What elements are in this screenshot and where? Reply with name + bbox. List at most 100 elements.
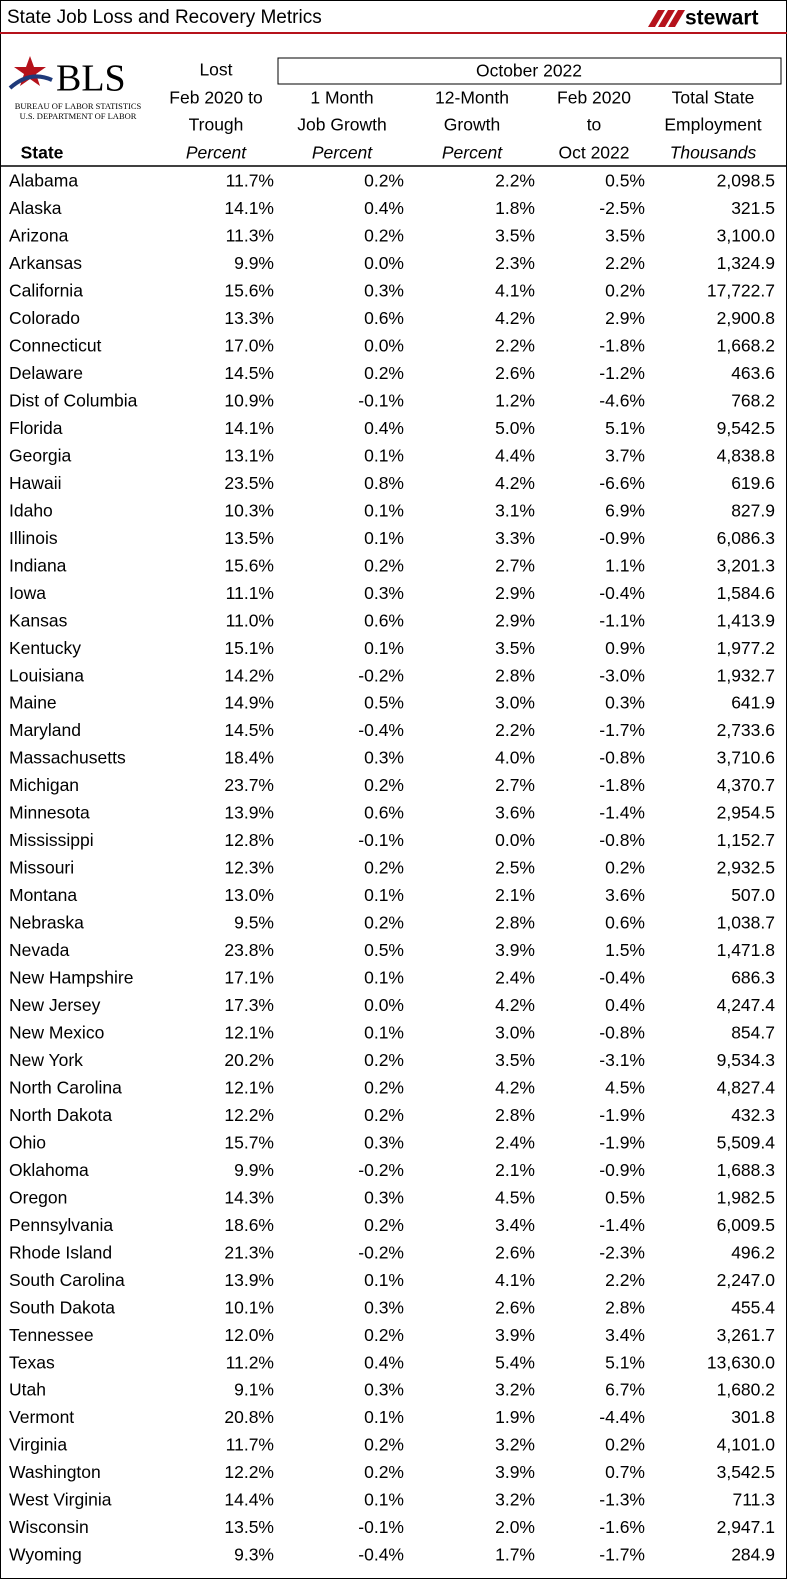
cell-value: 3.2% bbox=[495, 1435, 535, 1455]
cell-value: 3,542.5 bbox=[717, 1462, 775, 1482]
cell-value: -0.1% bbox=[358, 830, 404, 850]
cell-value: 301.8 bbox=[731, 1407, 775, 1427]
cell-value: 21.3% bbox=[224, 1242, 274, 1262]
cell-value: 9.9% bbox=[234, 1160, 274, 1180]
state-name: Illinois bbox=[9, 528, 58, 548]
cell-value: 5.0% bbox=[495, 418, 535, 438]
cell-value: 4.2% bbox=[495, 308, 535, 328]
cell-value: -0.4% bbox=[358, 720, 404, 740]
cell-value: 15.7% bbox=[224, 1132, 274, 1152]
cell-value: 1.5% bbox=[605, 940, 645, 960]
cell-value: 1,982.5 bbox=[717, 1187, 775, 1207]
cell-value: 1,152.7 bbox=[717, 830, 775, 850]
cell-value: 3.2% bbox=[495, 1380, 535, 1400]
state-name: North Carolina bbox=[9, 1077, 122, 1097]
cell-value: 2.7% bbox=[495, 775, 535, 795]
cell-value: 455.4 bbox=[731, 1297, 775, 1317]
cell-value: 1,680.2 bbox=[717, 1380, 775, 1400]
cell-value: 2,900.8 bbox=[717, 308, 775, 328]
cell-value: 1,932.7 bbox=[717, 665, 775, 685]
cell-value: 15.6% bbox=[224, 555, 274, 575]
column-header: Percent bbox=[312, 143, 373, 163]
state-name: Ohio bbox=[9, 1132, 46, 1152]
cell-value: 0.6% bbox=[605, 913, 645, 933]
cell-value: -1.8% bbox=[599, 775, 645, 795]
cell-value: 0.2% bbox=[364, 171, 404, 191]
state-name: Maryland bbox=[9, 720, 81, 740]
column-header: Job Growth bbox=[297, 115, 386, 135]
cell-value: 1.7% bbox=[495, 1545, 535, 1565]
state-name: Colorado bbox=[9, 308, 80, 328]
column-header: Total State bbox=[672, 88, 755, 108]
cell-value: 2.2% bbox=[605, 1270, 645, 1290]
cell-value: 18.4% bbox=[224, 748, 274, 768]
state-name: Idaho bbox=[9, 500, 53, 520]
state-name: Delaware bbox=[9, 363, 83, 383]
state-name: Georgia bbox=[9, 445, 72, 465]
cell-value: 2.5% bbox=[495, 858, 535, 878]
state-name: Alaska bbox=[9, 198, 62, 218]
cell-value: 0.5% bbox=[605, 171, 645, 191]
cell-value: 11.0% bbox=[226, 610, 274, 630]
cell-value: 0.2% bbox=[605, 281, 645, 301]
state-name: Iowa bbox=[9, 583, 46, 603]
cell-value: -0.8% bbox=[599, 748, 645, 768]
cell-value: 2,932.5 bbox=[717, 858, 775, 878]
cell-value: 4,370.7 bbox=[717, 775, 775, 795]
state-name: Oklahoma bbox=[9, 1160, 89, 1180]
cell-value: -1.4% bbox=[599, 803, 645, 823]
cell-value: -0.8% bbox=[599, 1023, 645, 1043]
cell-value: 3.2% bbox=[495, 1490, 535, 1510]
cell-value: 2.4% bbox=[495, 968, 535, 988]
cell-value: -0.2% bbox=[358, 665, 404, 685]
cell-value: 0.3% bbox=[605, 693, 645, 713]
cell-value: 3.0% bbox=[495, 1023, 535, 1043]
cell-value: 12.8% bbox=[224, 830, 274, 850]
cell-value: 3.0% bbox=[495, 693, 535, 713]
cell-value: 0.2% bbox=[364, 1462, 404, 1482]
cell-value: 4.5% bbox=[605, 1077, 645, 1097]
cell-value: 0.3% bbox=[364, 1297, 404, 1317]
state-name: California bbox=[9, 281, 83, 301]
cell-value: 321.5 bbox=[731, 198, 775, 218]
column-header: Feb 2020 bbox=[557, 88, 631, 108]
cell-value: 2.1% bbox=[495, 885, 535, 905]
cell-value: -1.9% bbox=[599, 1105, 645, 1125]
cell-value: 15.1% bbox=[224, 638, 274, 658]
state-name: Minnesota bbox=[9, 803, 90, 823]
state-name: Utah bbox=[9, 1380, 46, 1400]
cell-value: 14.2% bbox=[224, 665, 274, 685]
cell-value: 0.4% bbox=[364, 198, 404, 218]
cell-value: 12.0% bbox=[224, 1325, 274, 1345]
column-header: 12-Month bbox=[435, 88, 509, 108]
cell-value: 3,201.3 bbox=[717, 555, 775, 575]
cell-value: -1.1% bbox=[599, 610, 645, 630]
cell-value: 6.9% bbox=[605, 500, 645, 520]
cell-value: 15.6% bbox=[224, 281, 274, 301]
brand-logo: stewart bbox=[648, 7, 759, 30]
logo-line: U.S. DEPARTMENT OF LABOR bbox=[20, 111, 137, 121]
cell-value: 14.1% bbox=[224, 198, 274, 218]
cell-value: 3.7% bbox=[605, 445, 645, 465]
cell-value: 0.1% bbox=[364, 885, 404, 905]
cell-value: 11.7% bbox=[226, 1435, 274, 1455]
state-name: Mississippi bbox=[9, 830, 94, 850]
state-name: New York bbox=[9, 1050, 83, 1070]
cell-value: 17,722.7 bbox=[707, 281, 775, 301]
cell-value: 14.5% bbox=[224, 720, 274, 740]
state-name: Pennsylvania bbox=[9, 1215, 113, 1235]
cell-value: -0.2% bbox=[358, 1160, 404, 1180]
cell-value: 3,261.7 bbox=[717, 1325, 775, 1345]
cell-value: 2.8% bbox=[495, 913, 535, 933]
cell-value: -4.6% bbox=[599, 390, 645, 410]
cell-value: 2.4% bbox=[495, 1132, 535, 1152]
cell-value: 13.5% bbox=[224, 1517, 274, 1537]
cell-value: 0.0% bbox=[364, 336, 404, 356]
cell-value: 507.0 bbox=[731, 885, 775, 905]
cell-value: 0.4% bbox=[364, 418, 404, 438]
cell-value: -0.4% bbox=[358, 1545, 404, 1565]
cell-value: 711.3 bbox=[733, 1490, 776, 1510]
cell-value: 4.1% bbox=[495, 1270, 535, 1290]
logo-star bbox=[14, 56, 46, 86]
state-name: Michigan bbox=[9, 775, 79, 795]
